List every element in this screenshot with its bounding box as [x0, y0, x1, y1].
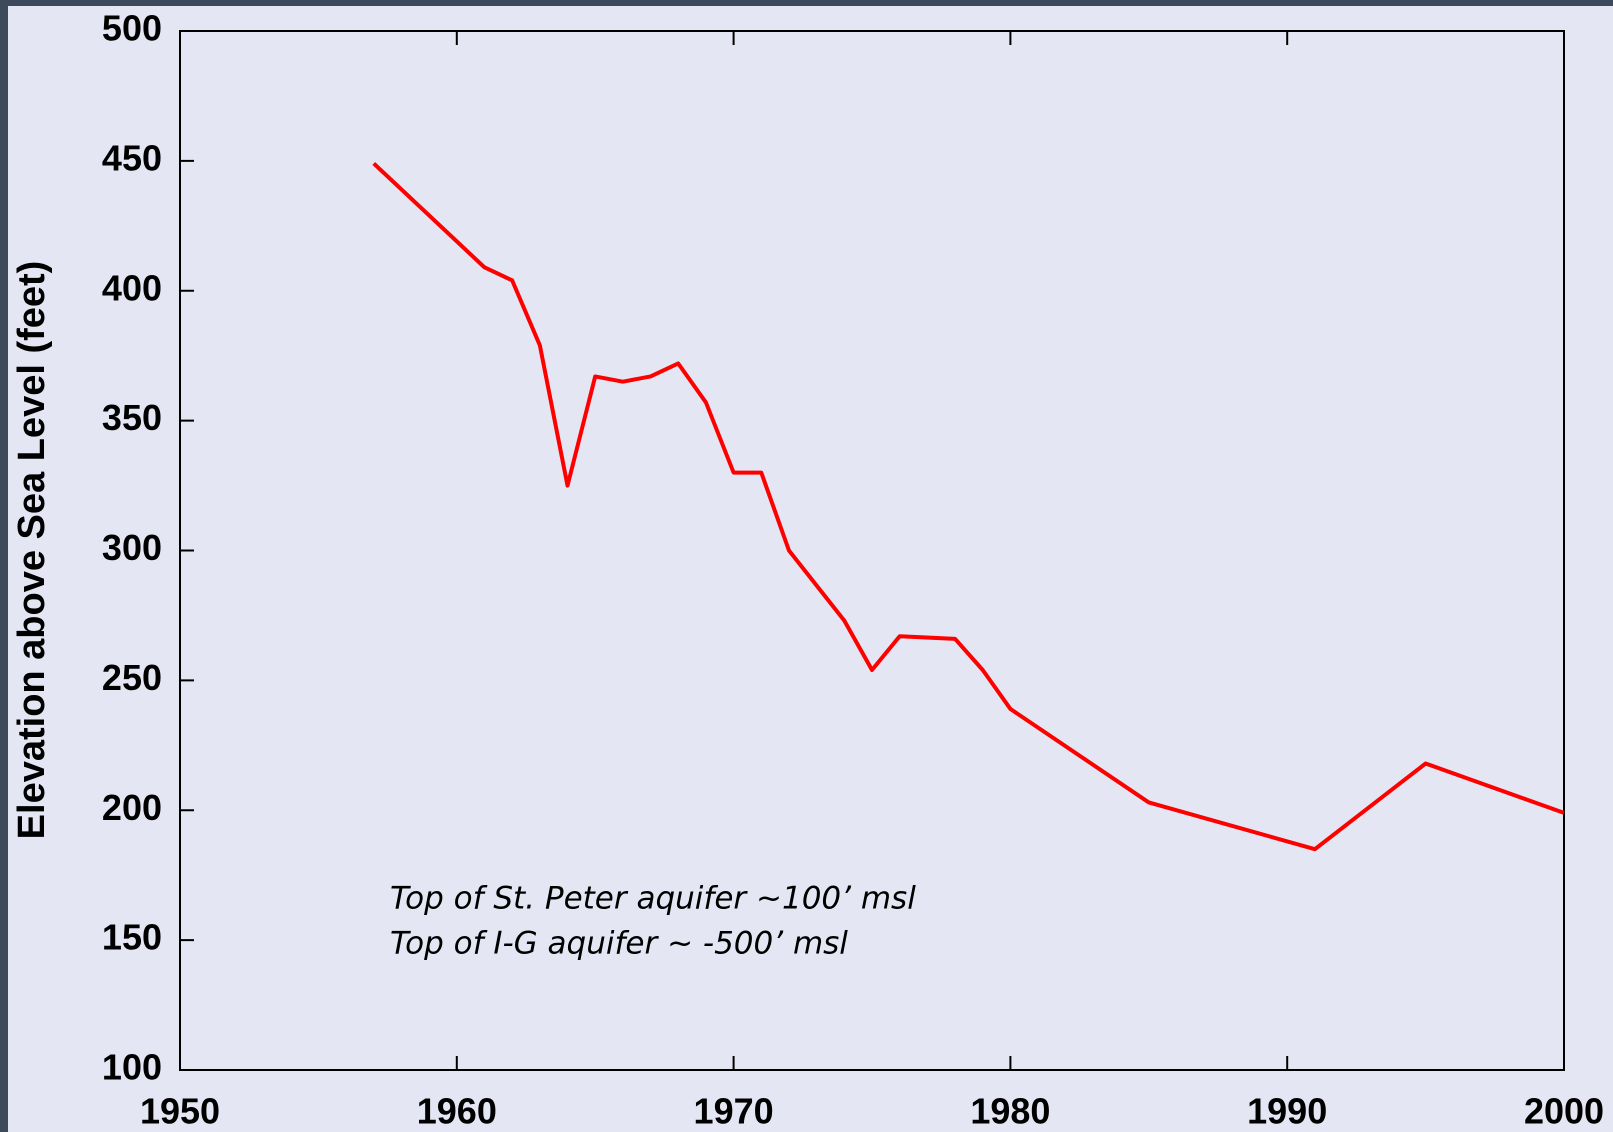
y-tick-label: 100	[102, 1047, 162, 1088]
y-axis-label: Elevation above Sea Level (feet)	[11, 261, 53, 840]
x-tick-label: 1950	[140, 1091, 220, 1132]
y-tick-label: 150	[102, 917, 162, 958]
y-tick-label: 300	[102, 527, 162, 568]
x-tick-label: 2000	[1524, 1091, 1604, 1132]
y-tick-label: 250	[102, 657, 162, 698]
background	[8, 6, 1613, 1132]
y-tick-label: 400	[102, 267, 162, 308]
x-tick-label: 1980	[970, 1091, 1050, 1132]
y-tick-label: 350	[102, 397, 162, 438]
annotation: Top of St. Peter aquifer ~100’ msl	[390, 881, 916, 917]
annotation: Top of I-G aquifer ~ -500’ msl	[390, 926, 848, 962]
y-tick-label: 500	[102, 8, 162, 49]
y-tick-label: 200	[102, 787, 162, 828]
x-tick-label: 1990	[1247, 1091, 1327, 1132]
data-line	[372, 162, 1565, 852]
x-tick-label: 1960	[417, 1091, 497, 1132]
y-tick-label: 450	[102, 137, 162, 178]
x-tick-label: 1970	[694, 1091, 774, 1132]
